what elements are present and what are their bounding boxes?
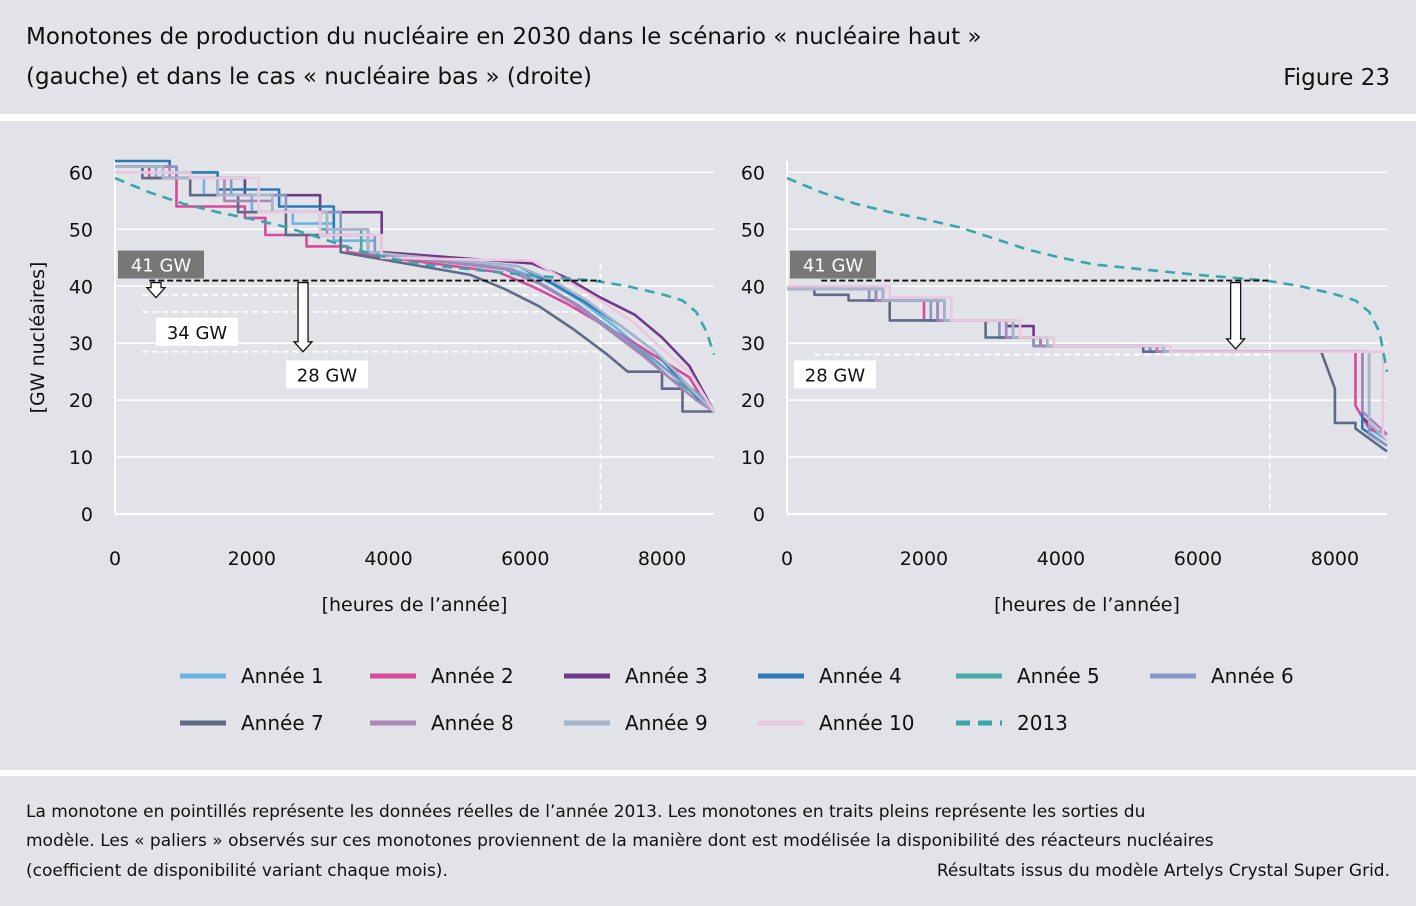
y-tick-label: 20 xyxy=(69,390,93,412)
x-tick-label: 4000 xyxy=(1037,548,1085,570)
x-tick-label: 2000 xyxy=(900,548,948,570)
series-line-année-7 xyxy=(787,287,1388,453)
series-line-année-5 xyxy=(787,287,1388,441)
series-line-année-10 xyxy=(115,171,716,413)
legend-label: Année 2 xyxy=(431,664,514,688)
series-line-année-6 xyxy=(787,287,1388,447)
series-line-année-7 xyxy=(115,165,714,413)
footnote-line-1: La monotone en pointillés représente les… xyxy=(26,802,1146,822)
x-tick-label: 0 xyxy=(781,548,793,570)
legend-label: Année 7 xyxy=(241,711,324,735)
y-tick-label: 60 xyxy=(741,162,765,184)
annotation-box xyxy=(156,317,239,346)
legend-label: Année 8 xyxy=(431,711,514,735)
arrow-down-icon xyxy=(145,281,167,299)
x-tick-label: 6000 xyxy=(1174,548,1222,570)
series-line-année-9 xyxy=(787,287,1388,441)
y-tick-label: 50 xyxy=(69,219,93,241)
series-line-année-3 xyxy=(115,165,716,413)
x-tick-label: 6000 xyxy=(501,548,549,570)
series-line-année-3 xyxy=(787,287,1388,441)
y-tick-label: 30 xyxy=(69,333,93,355)
legend-item: Année 5 xyxy=(956,664,1100,688)
legend-label: 2013 xyxy=(1017,711,1068,735)
series-line-année-8 xyxy=(787,287,1388,436)
x-axis-title: [heures de l’année] xyxy=(322,594,508,616)
legend-item: Année 7 xyxy=(180,711,324,735)
legend-label: Année 1 xyxy=(241,664,324,688)
series-line-année-9 xyxy=(115,165,715,413)
series-line-2013 xyxy=(786,176,1389,372)
annotation-label: 34 GW xyxy=(167,323,228,344)
x-tick-label: 4000 xyxy=(364,548,412,570)
arrow-down-icon xyxy=(292,281,314,353)
footer-band: La monotone en pointillés représente les… xyxy=(0,776,1416,906)
y-tick-label: 20 xyxy=(741,390,765,412)
y-tick-label: 0 xyxy=(753,504,765,526)
chart-panel-right: 0 10 20 30 40 50 60 0 2000 4000 6000 8000 [heures de… xyxy=(741,161,1389,616)
arrow-down-icon xyxy=(1225,281,1247,350)
legend-label: Année 10 xyxy=(819,711,914,735)
series-line-année-6 xyxy=(115,165,715,413)
chart-panel-left: 0 10 20 30 40 50 60 0 2000 4000 6000 8000 [heures de… xyxy=(27,159,716,616)
figure-number: Figure 23 xyxy=(1283,65,1390,91)
y-axis-title: [GW nucléaires] xyxy=(27,262,49,414)
legend-item: Année 2 xyxy=(370,664,514,688)
figure-area: 0 10 20 30 40 50 60 0 2000 4000 6000 8000 [heures de… xyxy=(0,121,1416,770)
annotation-label: 41 GW xyxy=(803,256,864,277)
y-tick-label: 50 xyxy=(741,219,765,241)
annotation-label: 41 GW xyxy=(131,256,192,277)
series-line-année-8 xyxy=(115,165,715,413)
x-tick-label: 8000 xyxy=(1311,548,1359,570)
figure-title-line-2: (gauche) et dans le cas « nucléaire bas … xyxy=(26,64,592,90)
legend-item: Année 6 xyxy=(1150,664,1294,688)
y-tick-label: 10 xyxy=(69,447,93,469)
source-credit: Résultats issus du modèle Artelys Crysta… xyxy=(936,861,1390,881)
footnote-line-3: (coefficient de disponibilité variant ch… xyxy=(26,861,448,881)
x-tick-label: 2000 xyxy=(228,548,276,570)
y-tick-label: 40 xyxy=(741,276,765,298)
series-line-année-1 xyxy=(115,165,715,413)
series-line-année-1 xyxy=(787,287,1388,442)
legend-item: Année 3 xyxy=(564,664,708,688)
series-line-année-4 xyxy=(787,287,1388,447)
legend-item: Année 1 xyxy=(180,664,324,688)
y-tick-label: 0 xyxy=(81,504,93,526)
legend-item: Année 4 xyxy=(758,664,902,688)
legend-label: Année 5 xyxy=(1017,664,1100,688)
legend-item: 2013 xyxy=(956,711,1068,735)
x-tick-label: 0 xyxy=(109,548,121,570)
figure-title-line-1: Monotones de production du nucléaire en … xyxy=(26,24,982,50)
legend-label: Année 6 xyxy=(1211,664,1294,688)
annotation-box-dark xyxy=(790,250,876,279)
legend-label: Année 9 xyxy=(625,711,708,735)
series-line-année-2 xyxy=(115,165,715,413)
legend-label: Année 4 xyxy=(819,664,902,688)
x-tick-label: 8000 xyxy=(638,548,686,570)
annotation-label: 28 GW xyxy=(805,366,866,387)
series-line-année-5 xyxy=(115,165,715,413)
series-line-année-2 xyxy=(787,287,1388,436)
y-tick-label: 60 xyxy=(69,162,93,184)
header-band: Monotones de production du nucléaire en … xyxy=(0,0,1416,114)
y-tick-label: 10 xyxy=(741,447,765,469)
series-line-année-10 xyxy=(787,285,1389,441)
annotation-box-dark xyxy=(118,250,204,279)
y-tick-label: 40 xyxy=(69,276,93,298)
legend-item: Année 10 xyxy=(758,711,914,735)
legend-item: Année 9 xyxy=(564,711,708,735)
annotation-label: 28 GW xyxy=(297,366,358,387)
x-axis-title: [heures de l’année] xyxy=(994,594,1180,616)
legend: Année 1 Année 2 Année 3 Année 4 Année 5 Année… xyxy=(180,664,1294,735)
footnote-line-2: modèle. Les « paliers » observés sur ces… xyxy=(26,831,1214,851)
series-line-2013 xyxy=(114,176,716,356)
annotation-box xyxy=(285,360,368,389)
legend-label: Année 3 xyxy=(625,664,708,688)
legend-item: Année 8 xyxy=(370,711,514,735)
annotation-box xyxy=(793,360,876,389)
y-tick-label: 30 xyxy=(741,333,765,355)
